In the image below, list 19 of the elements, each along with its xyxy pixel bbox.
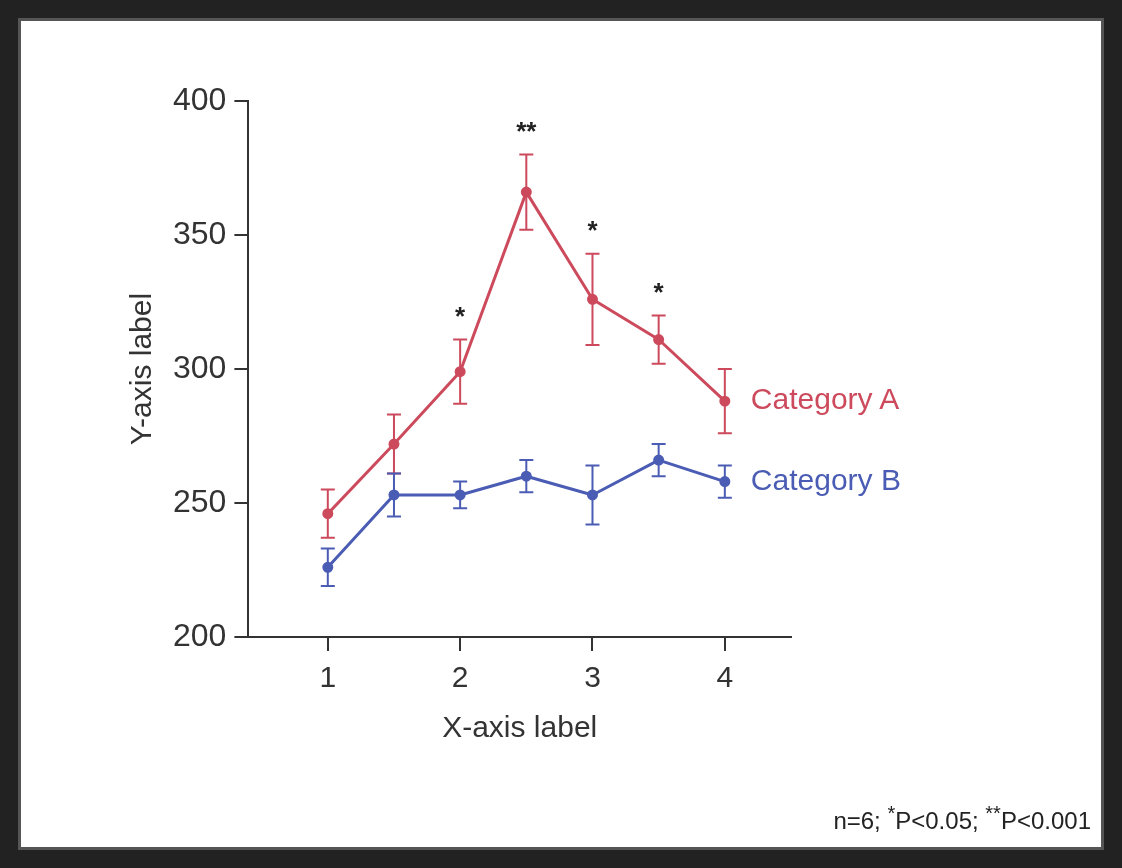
y-tick-label: 250 [173,482,227,519]
annotation: ** [516,115,538,146]
annotation: * [653,276,665,307]
text: n=6; $^{*}$P<0.05; $^{**}$P<0.001 [833,802,1091,835]
x-axis-title: X-axis label [442,710,598,744]
x-tick-label: 1 [319,660,337,694]
x-tick-label: 2 [451,660,469,694]
frame-outline: X-axis label Y-axis label 1 2 3 4 200 250 300 350 400 Category A Category B * ** * * n=6; $^{*}$P<0.05; $^{**}$P<0.001 [18,18,1104,850]
y-tick-label: 400 [173,80,227,117]
series-label: Category B [750,462,901,496]
y-tick-label: 350 [173,214,227,251]
series-label: Category A [750,382,900,416]
x-tick-label: 4 [716,660,734,694]
x-tick-label: 3 [584,660,601,694]
y-axis-title: Y-axis label [124,292,158,446]
annotation: * [587,214,599,245]
y-tick-label: 300 [173,348,227,385]
annotation: * [455,300,467,331]
y-tick-label: 200 [173,616,227,653]
